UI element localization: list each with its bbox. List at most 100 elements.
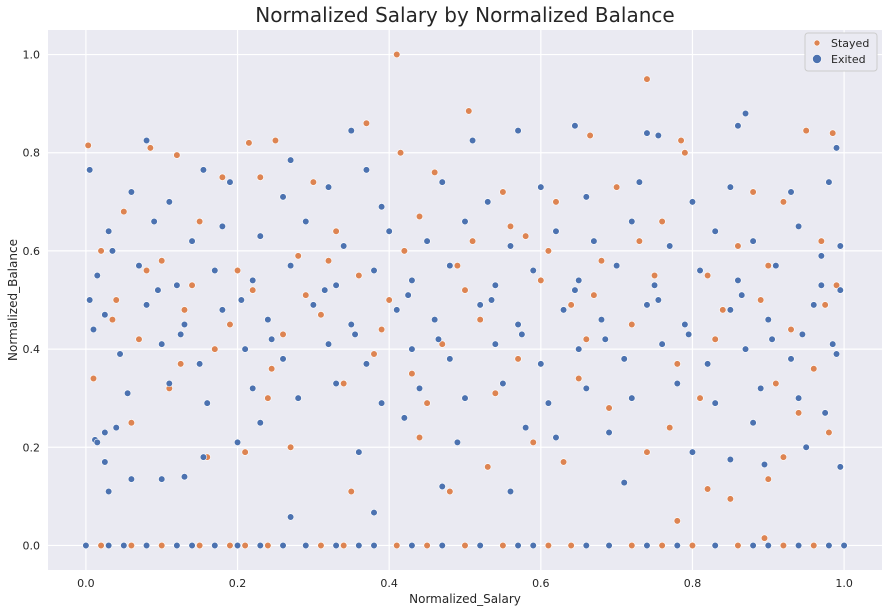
data-point	[199, 453, 208, 461]
data-point	[249, 384, 257, 392]
data-point	[264, 541, 272, 550]
data-point	[347, 487, 355, 496]
data-point	[673, 517, 681, 525]
data-point	[681, 320, 689, 329]
data-point	[764, 262, 772, 270]
data-point	[351, 330, 359, 338]
data-point	[158, 257, 166, 265]
data-point	[628, 394, 636, 402]
data-point	[142, 301, 151, 309]
data-point	[453, 262, 462, 270]
chart-title: Normalized Salary by Normalized Balance	[255, 3, 674, 27]
data-point	[226, 320, 234, 329]
data-point	[465, 107, 473, 115]
data-point	[268, 335, 276, 343]
data-point	[522, 424, 530, 432]
data-point	[734, 541, 742, 550]
data-point	[180, 473, 189, 481]
data-point	[476, 301, 484, 309]
data-point	[658, 340, 666, 348]
data-point	[544, 247, 553, 255]
data-point	[142, 136, 151, 145]
data-point	[218, 173, 226, 181]
data-point	[817, 237, 825, 245]
data-point	[567, 541, 575, 550]
data-point	[506, 487, 515, 496]
data-point	[101, 428, 109, 437]
grid	[48, 30, 882, 570]
data-point	[514, 355, 522, 363]
data-point	[514, 127, 522, 135]
data-point	[794, 394, 803, 402]
data-point	[484, 198, 492, 206]
data-point	[760, 460, 769, 469]
data-point	[537, 360, 545, 368]
data-point	[825, 428, 833, 437]
data-point	[757, 296, 765, 304]
data-point	[734, 122, 742, 130]
data-point	[658, 541, 666, 550]
data-point	[400, 414, 408, 422]
data-point	[105, 541, 113, 550]
data-point	[567, 301, 575, 309]
data-point	[779, 198, 788, 206]
data-point	[582, 193, 590, 201]
data-point	[798, 330, 806, 338]
x-tick-label: 0.6	[532, 577, 550, 590]
data-point	[127, 541, 135, 550]
data-point	[461, 217, 469, 226]
data-point	[575, 374, 583, 383]
data-point	[666, 424, 674, 432]
legend-marker-stayed	[813, 39, 821, 47]
data-point	[590, 291, 598, 299]
data-point	[654, 296, 662, 304]
y-tick-label: 1.0	[23, 49, 41, 62]
data-point	[586, 131, 594, 140]
data-point	[605, 428, 613, 437]
data-point	[620, 355, 628, 363]
data-point	[620, 479, 628, 487]
data-point	[704, 485, 712, 493]
data-point	[302, 217, 310, 226]
data-point	[741, 345, 750, 353]
data-point	[552, 198, 560, 206]
data-point	[378, 399, 386, 407]
data-point	[711, 335, 719, 343]
data-point	[93, 271, 101, 280]
data-point	[256, 419, 264, 427]
y-tick-label: 0.0	[23, 539, 41, 552]
data-point	[268, 365, 276, 373]
data-point	[760, 534, 769, 542]
data-point	[643, 75, 651, 83]
data-point	[438, 541, 446, 550]
data-point	[203, 399, 211, 407]
data-point	[688, 448, 697, 456]
data-point	[177, 330, 185, 338]
data-point	[211, 345, 219, 353]
data-point	[794, 222, 803, 230]
data-point	[112, 296, 120, 304]
data-point	[673, 379, 681, 388]
data-point	[431, 316, 439, 324]
data-point	[461, 286, 469, 294]
data-point	[685, 330, 693, 338]
data-point	[324, 257, 333, 265]
data-point	[415, 212, 424, 221]
data-point	[787, 355, 795, 363]
data-point	[605, 404, 613, 412]
data-point	[279, 541, 287, 550]
data-point	[241, 345, 249, 353]
data-point	[332, 227, 340, 235]
data-point	[434, 335, 443, 343]
data-point	[127, 475, 135, 483]
data-point	[825, 178, 833, 186]
data-point	[154, 286, 162, 294]
data-point	[105, 227, 113, 235]
data-point	[658, 217, 666, 226]
data-point	[362, 360, 371, 368]
data-point	[271, 136, 280, 145]
data-point	[173, 541, 181, 550]
data-point	[666, 242, 674, 250]
data-point	[180, 320, 189, 329]
data-point	[696, 266, 704, 275]
